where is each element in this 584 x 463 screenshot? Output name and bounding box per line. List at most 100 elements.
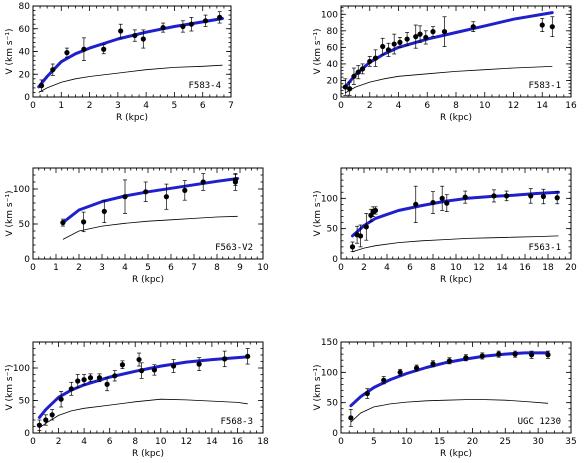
data-point [367,58,373,65]
x-tick-label: 0 [338,437,344,447]
y-axis-label: V (km s⁻¹) [5,191,15,237]
y-tick-label: 40 [327,60,339,70]
y-tick-label: 80 [327,27,339,37]
data-point [160,25,166,31]
data-point [202,18,209,24]
data-point [188,21,194,27]
x-tick-label: 3 [99,263,105,273]
x-axis-label: R (kpc) [132,275,164,285]
x-tick-label: 8 [214,263,220,273]
data-point [36,422,42,428]
y-tick-label: 150 [321,338,338,348]
x-tick-label: 5 [145,263,151,273]
galaxy-name: F583-4 [188,81,221,91]
data-point [118,28,124,34]
data-point [101,208,107,214]
x-tick-label: 8 [430,263,436,273]
x-tick-label: 30 [532,437,544,447]
x-tick-label: 12 [181,437,192,447]
data-point [397,369,403,375]
y-tick-label: 40 [19,48,31,58]
y-axis-label: V (km s⁻¹) [313,365,323,411]
x-tick-label: 6 [107,437,113,447]
data-point [357,233,364,239]
data-point [139,368,145,374]
data-point [38,83,45,89]
data-point [496,351,502,357]
data-point [441,29,448,35]
data-point [232,177,238,183]
data-point [58,396,64,402]
data-point [413,365,420,371]
data-point [351,73,357,79]
data-point [545,352,551,358]
data-point [60,220,66,226]
data-point [359,66,366,72]
y-tick-label: 80 [19,2,31,12]
y-tick-label: 20 [327,76,339,86]
x-tick-label: 12 [473,263,484,273]
baryon-curve [38,64,223,93]
x-tick-label: 4 [143,101,149,111]
y-axis-label: V (km s⁻¹) [313,29,323,75]
y-tick-label: 0 [332,255,338,265]
x-tick-label: 2 [367,101,373,111]
data-point [81,219,87,225]
data-point [132,32,138,39]
x-tick-label: 6 [200,101,206,111]
x-tick-label: 35 [565,437,576,447]
data-point [463,355,469,361]
y-tick-label: 20 [19,70,31,80]
x-tick-label: 14 [496,263,508,273]
data-point [554,195,560,201]
x-tick-label: 14 [206,437,218,447]
data-point [50,67,56,73]
data-point [439,195,445,201]
data-point [43,417,49,423]
x-tick-label: 20 [467,437,479,447]
model-fit-curve [37,355,250,419]
panel-f563-1: 0 2 4 6 8 10 12 14 16 18 20 0 50 100 R (kpc) V (km s⁻¹)… [313,167,577,285]
x-tick-label: 4 [384,263,390,273]
x-tick-label: 1 [53,263,59,273]
data-point [245,353,251,359]
x-tick-label: 9 [237,263,243,273]
x-tick-label: 0 [30,263,36,273]
x-tick-label: 18 [542,263,554,273]
data-point [380,43,386,50]
data-point [446,358,453,364]
model-fit-curve [349,351,550,408]
y-axis-label: V (km s⁻¹) [5,29,15,75]
data-point [112,373,118,379]
data-point [430,29,436,35]
x-tick-label: 2 [76,263,82,273]
data-point [391,41,397,47]
data-point [417,31,423,37]
galaxy-name: UGC 1230 [518,417,561,427]
panel-f583-1: 0 2 4 6 8 10 12 14 16 0 20 40 60 80 100 R (kpc) V (km s⁻… [313,5,577,123]
y-tick-label: 50 [19,397,31,407]
x-tick-label: 12 [508,101,519,111]
data-point [122,194,128,200]
data-point [364,390,370,397]
baryon-curve [62,215,238,240]
galaxy-name: F563-1 [528,243,561,253]
data-point [163,194,169,200]
panel-ugc-1230: 0 5 10 15 20 25 30 35 0 50 100 150 R (kpc) V (km s⁻¹)… [313,338,577,459]
galaxy-name: F563-V2 [215,243,253,253]
data-point [528,352,535,358]
x-tick-label: 2 [56,437,62,447]
x-tick-label: 0 [30,437,36,447]
data-point [200,179,206,185]
data-point [151,367,157,373]
data-point [119,362,126,368]
x-tick-label: 18 [257,437,269,447]
data-point [104,381,110,387]
x-tick-label: 10 [155,437,167,447]
y-axis-label: V (km s⁻¹) [313,191,323,237]
x-tick-label: 10 [401,437,413,447]
data-point [413,34,419,40]
data-point [180,23,186,30]
data-point [81,46,87,52]
